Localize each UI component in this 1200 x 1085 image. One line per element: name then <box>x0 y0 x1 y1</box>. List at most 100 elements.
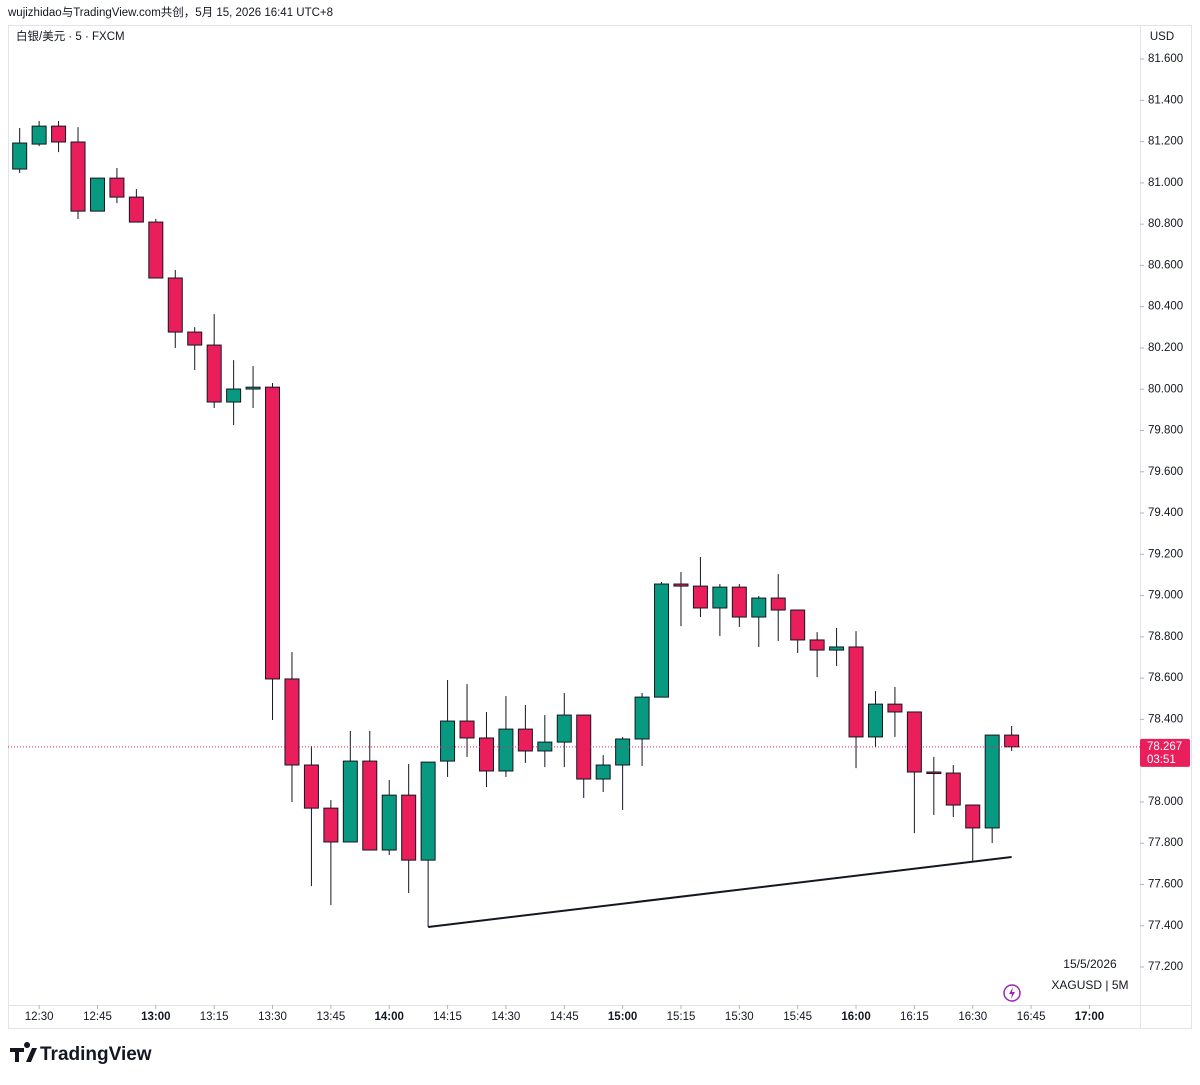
x-tick-label: 13:00 <box>141 1011 170 1023</box>
x-tick-label: 16:30 <box>958 1011 987 1023</box>
brand-mark <box>10 1042 37 1062</box>
alert-icon[interactable] <box>1003 984 1021 1002</box>
date-label: 15/5/2026 <box>1063 957 1117 971</box>
y-tick-label: 78.600 <box>1148 672 1183 684</box>
x-tick-label: 16:15 <box>900 1011 929 1023</box>
candle-body <box>906 711 922 773</box>
candle-body <box>284 678 300 766</box>
alert-icon-circle <box>1003 984 1021 1002</box>
candle-body <box>323 807 339 843</box>
candle-body <box>751 597 767 618</box>
candle-body <box>945 772 961 806</box>
candle-body <box>965 804 981 829</box>
y-tick-label: 78.800 <box>1148 631 1183 643</box>
y-tick-label: 81.400 <box>1148 94 1183 106</box>
candle-body <box>128 196 144 223</box>
y-tick-label: 81.600 <box>1148 53 1183 65</box>
y-tick-label: 81.200 <box>1148 136 1183 148</box>
candle-body <box>245 386 261 390</box>
candle-body <box>342 760 358 843</box>
candle-body <box>1004 734 1020 748</box>
candle-body <box>265 386 281 680</box>
y-tick-label: 79.600 <box>1148 466 1183 478</box>
y-tick-label: 79.000 <box>1148 590 1183 602</box>
y-tick-label: 80.400 <box>1148 301 1183 313</box>
candle-body <box>887 703 903 713</box>
x-tick-label: 15:00 <box>608 1011 637 1023</box>
candle-body <box>809 639 825 651</box>
candle-body <box>984 734 1000 829</box>
candle-body <box>167 277 183 333</box>
brand-logo: TradingView <box>10 1042 152 1065</box>
ticker-label: XAGUSD | 5M <box>1051 978 1128 992</box>
candle-body <box>770 597 786 611</box>
y-tick-label: 80.600 <box>1148 259 1183 271</box>
symbol-title: 白银/美元 · 5 · FXCM <box>16 29 125 43</box>
candle-body <box>654 583 670 698</box>
y-tick-label: 80.800 <box>1148 218 1183 230</box>
y-tick-label: 79.800 <box>1148 425 1183 437</box>
countdown-label: 03:51 <box>1147 754 1176 766</box>
candle-body <box>595 764 611 780</box>
x-tick-label: 14:00 <box>375 1011 404 1023</box>
candle-body <box>634 696 650 740</box>
trendline <box>428 856 1012 928</box>
x-tick-label: 15:15 <box>667 1011 696 1023</box>
candle-body <box>498 728 514 772</box>
x-tick-label: 16:00 <box>841 1011 870 1023</box>
x-tick-label: 13:15 <box>200 1011 229 1023</box>
y-tick-label: 77.200 <box>1148 961 1183 973</box>
candle-body <box>556 714 572 743</box>
x-tick-label: 16:45 <box>1017 1011 1046 1023</box>
last-price-label: 78.267 <box>1147 741 1182 753</box>
y-tick-label: 81.000 <box>1148 177 1183 189</box>
candle-body <box>790 609 806 641</box>
y-tick-label: 79.400 <box>1148 507 1183 519</box>
candle-body <box>692 585 708 609</box>
x-tick-label: 15:30 <box>725 1011 754 1023</box>
header-text: wujizhidao与TradingView.com共创，5月 15, 2026… <box>7 6 333 19</box>
candle-body <box>459 720 475 739</box>
candle-body <box>867 703 883 738</box>
y-tick-label: 78.000 <box>1148 796 1183 808</box>
y-tick-label: 80.000 <box>1148 383 1183 395</box>
candle-body <box>401 794 417 861</box>
candle-body <box>226 388 242 403</box>
y-tick-label: 79.200 <box>1148 548 1183 560</box>
candle-body <box>31 125 47 145</box>
candle-body <box>206 344 222 403</box>
candle-body <box>517 728 533 752</box>
alert-icon-bolt <box>1009 987 1015 999</box>
candle-body <box>848 646 864 738</box>
x-tick-label: 13:30 <box>258 1011 287 1023</box>
candle-body <box>70 141 86 212</box>
candle-body <box>303 764 319 809</box>
y-tick-label: 80.200 <box>1148 342 1183 354</box>
candle-body <box>381 794 397 851</box>
candle-body <box>362 760 378 851</box>
x-tick-label: 17:00 <box>1075 1011 1104 1023</box>
x-tick-label: 14:30 <box>492 1011 521 1023</box>
candle-body <box>109 177 125 198</box>
x-tick-label: 14:15 <box>433 1011 462 1023</box>
candle-body <box>673 583 689 587</box>
currency-label: USD <box>1150 31 1174 43</box>
y-tick-label: 78.400 <box>1148 713 1183 725</box>
y-tick-label: 77.400 <box>1148 920 1183 932</box>
candle-body <box>478 737 494 772</box>
x-tick-label: 13:45 <box>316 1011 345 1023</box>
candle-body <box>829 646 845 651</box>
x-tick-label: 14:45 <box>550 1011 579 1023</box>
last-price-box <box>1140 738 1190 767</box>
candle-body <box>420 761 436 861</box>
candle-body <box>615 738 631 766</box>
x-tick-label: 15:45 <box>783 1011 812 1023</box>
candle-body <box>926 771 942 775</box>
candle-body <box>51 125 67 143</box>
candle-body <box>12 142 28 170</box>
x-tick-label: 12:45 <box>83 1011 112 1023</box>
y-tick-label: 77.600 <box>1148 879 1183 891</box>
candle-body <box>731 586 747 618</box>
candle-body <box>148 221 164 279</box>
